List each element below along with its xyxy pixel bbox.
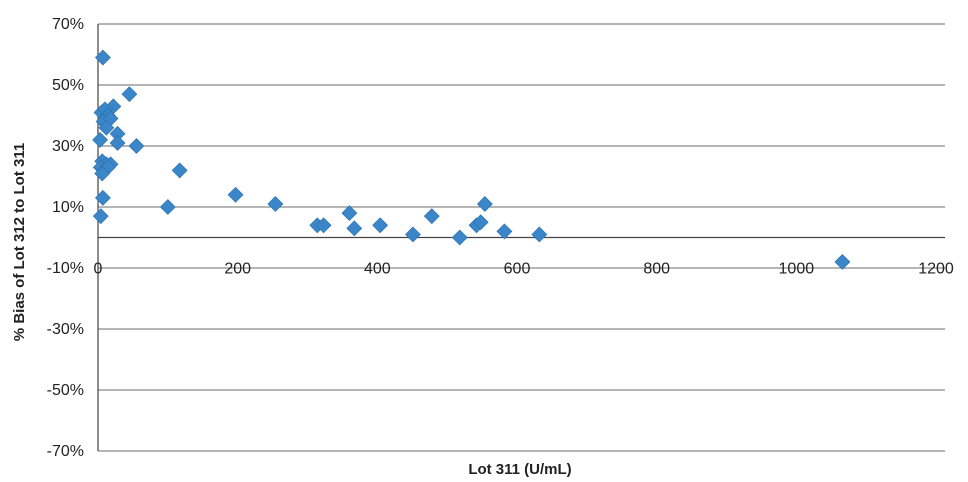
x-axis-label: Lot 311 (U/mL) [468, 461, 571, 478]
data-point [98, 119, 115, 136]
data-point [94, 189, 111, 206]
y-tick-label: 10% [52, 199, 84, 216]
data-point [109, 135, 126, 151]
data-point [315, 217, 332, 234]
data-point [121, 86, 138, 103]
data-point [372, 217, 389, 234]
gridlines [97, 23, 945, 452]
data-point [92, 208, 109, 225]
y-tick-label: -70% [47, 443, 84, 460]
data-point [496, 223, 513, 240]
x-tick-label: 1200 [918, 261, 954, 278]
data-point [128, 138, 145, 154]
data-point [472, 214, 489, 231]
data-point [171, 162, 188, 179]
data-point [94, 165, 111, 182]
x-tick-label: 400 [364, 261, 391, 278]
x-tick-label: 800 [643, 261, 670, 278]
data-point [346, 220, 363, 237]
x-tick-label: 600 [504, 261, 531, 278]
data-point [423, 208, 440, 225]
data-points [92, 49, 851, 270]
data-point [476, 196, 493, 212]
data-point [227, 186, 244, 203]
data-point [405, 226, 421, 243]
data-point [834, 253, 851, 270]
x-tick-labels: 0 200 400 600 800 1000 1200 [94, 261, 954, 278]
data-point [159, 199, 176, 215]
y-tick-label: -50% [47, 382, 84, 399]
x-tick-label: 0 [94, 261, 103, 278]
x-tick-label: 1000 [779, 261, 815, 278]
data-point [341, 205, 358, 222]
data-point [267, 196, 284, 212]
data-point [94, 49, 111, 66]
y-tick-label: 70% [52, 16, 84, 33]
y-tick-label: 30% [52, 138, 84, 155]
y-tick-label: -10% [47, 260, 84, 277]
y-tick-label: 50% [52, 77, 84, 94]
data-point [451, 229, 468, 246]
y-tick-label: -30% [47, 321, 84, 338]
x-tick-label: 200 [224, 261, 251, 278]
y-tick-labels: 70% 50% 30% 10% -10% -30% -50% -70% [47, 16, 84, 460]
y-axis-label: % Bias of Lot 312 to Lot 311 [11, 143, 28, 341]
data-point [92, 131, 109, 148]
data-point [531, 226, 548, 243]
